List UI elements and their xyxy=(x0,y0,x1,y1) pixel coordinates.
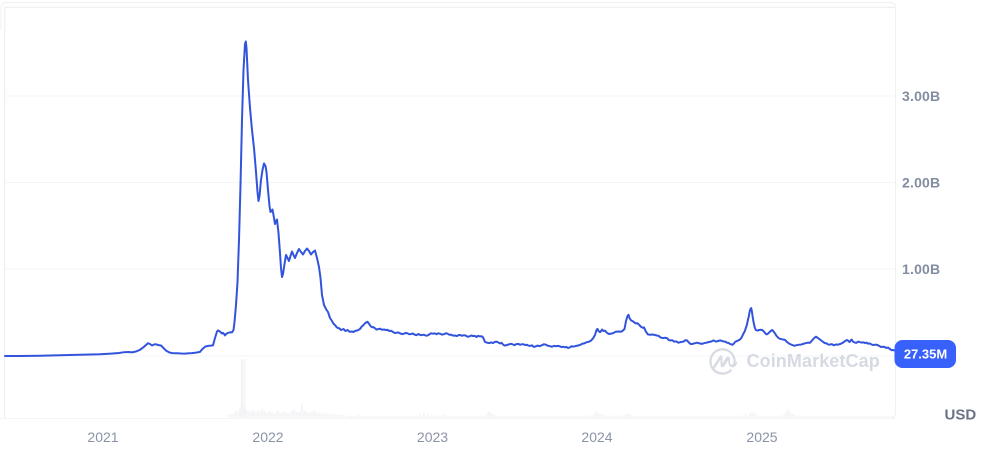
svg-text:1.00B: 1.00B xyxy=(902,261,940,277)
svg-text:27.35M: 27.35M xyxy=(904,347,947,362)
svg-text:2.00B: 2.00B xyxy=(902,175,940,191)
svg-text:3.00B: 3.00B xyxy=(902,88,940,104)
svg-text:CoinMarketCap: CoinMarketCap xyxy=(747,351,880,371)
svg-text:2023: 2023 xyxy=(417,429,448,445)
svg-text:2021: 2021 xyxy=(87,429,118,445)
svg-text:2024: 2024 xyxy=(581,429,612,445)
svg-text:2022: 2022 xyxy=(252,429,283,445)
svg-text:2025: 2025 xyxy=(746,429,777,445)
svg-text:USD: USD xyxy=(945,407,977,424)
